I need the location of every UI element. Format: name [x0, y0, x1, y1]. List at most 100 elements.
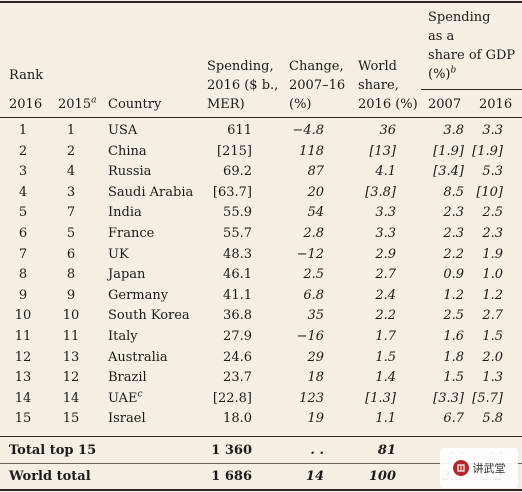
rank-2016-cell: 6 — [18, 226, 28, 241]
share-cell: 2.7 — [375, 267, 396, 283]
share-cell: [1.3] — [365, 390, 396, 406]
country-cell: India — [108, 205, 142, 221]
share-cell: 2.2 — [375, 308, 396, 324]
spending-header-line1: Spending, — [207, 59, 274, 74]
share-cell: 2.9 — [375, 246, 396, 262]
gdp-2007-cell: 2.3 — [443, 226, 464, 241]
table-bottom-rule — [0, 489, 522, 491]
rank-2016-cell: 2 — [18, 143, 28, 159]
change-cell: 29 — [307, 349, 324, 365]
spending-cell: 27.9 — [223, 329, 252, 344]
rank-2016-cell: 1 — [18, 123, 28, 138]
gdp-2016-cell: [1.9] — [472, 143, 503, 159]
spending-cell: [215] — [217, 143, 252, 159]
change-cell: 6.8 — [303, 287, 324, 303]
gdp-2007-cell: 1.2 — [443, 287, 464, 303]
country-cell: China — [108, 143, 147, 159]
rank-2016-cell: 4 — [18, 184, 28, 200]
share-cell: 1.1 — [375, 411, 396, 427]
share-cell: 3.3 — [375, 226, 396, 241]
change-header-line3: (%) — [289, 97, 312, 112]
rank-2015-cell: 6 — [66, 246, 76, 262]
total-change-cell: . . — [310, 443, 324, 458]
spending-cell: 55.7 — [223, 226, 252, 241]
total-label-cell: World total — [9, 469, 91, 484]
gdp-2016-cell: 1.3 — [482, 370, 503, 386]
spending-cell: 611 — [227, 123, 252, 138]
rank-2016-cell: 14 — [14, 390, 32, 406]
gdp-2007-cell: 0.9 — [443, 267, 464, 283]
total-change-cell: 14 — [305, 469, 324, 484]
rank-2016-cell: 13 — [14, 370, 32, 386]
rank-2015-cell: 9 — [66, 287, 76, 303]
gdp-header-underline — [421, 89, 522, 90]
rank-2015-cell: 3 — [66, 184, 76, 200]
rank-2015-cell: 7 — [66, 205, 76, 221]
change-cell: −12 — [296, 246, 324, 262]
rank-2016-cell: 5 — [18, 205, 28, 221]
country-cell: Italy — [108, 329, 138, 344]
rank-2016-cell: 11 — [14, 329, 32, 344]
rank-2015-header: 2015a — [58, 95, 97, 112]
change-header-line1: Change, — [289, 59, 344, 74]
watermark: 讲武堂 — [440, 448, 518, 488]
gdp-2007-cell: 8.5 — [443, 184, 464, 200]
spending-cell: 69.2 — [223, 164, 252, 180]
rank-2015-cell: 2 — [66, 143, 76, 159]
total-share-cell: 100 — [368, 469, 396, 484]
change-cell: 2.5 — [303, 267, 324, 283]
rank-2016-cell: 7 — [18, 246, 28, 262]
gdp-2016-cell: 1.9 — [482, 246, 503, 262]
change-cell: 123 — [299, 390, 324, 406]
country-cell: Russia — [108, 164, 152, 180]
gdp-2007-cell: 1.5 — [443, 370, 464, 386]
gdp-2016-cell: 2.0 — [482, 349, 503, 365]
share-cell: [13] — [369, 143, 396, 159]
country-cell: Israel — [108, 411, 146, 427]
change-cell: 54 — [307, 205, 324, 221]
country-cell: USA — [108, 123, 138, 138]
rank-2016-cell: 15 — [14, 411, 32, 427]
spending-cell: 36.8 — [223, 308, 252, 324]
rank-2015-cell: 8 — [66, 267, 76, 283]
gdp-2007-cell: [3.3] — [433, 390, 464, 406]
gdp-2007-cell: [1.9] — [433, 143, 464, 159]
rank-2015-cell: 10 — [62, 308, 80, 324]
share-cell: 1.5 — [375, 349, 396, 365]
country-footnote-marker: c — [137, 389, 143, 400]
share-cell: 4.1 — [375, 164, 396, 180]
totals-divider — [0, 463, 522, 464]
share-cell: 1.4 — [375, 370, 396, 386]
rank-2016-cell: 9 — [18, 287, 28, 303]
gdp-header-line4: (%)b — [428, 65, 457, 82]
spending-header-line3: MER) — [207, 97, 245, 112]
gdp-2007-cell: [3.4] — [433, 164, 464, 180]
spending-cell: 23.7 — [223, 370, 252, 386]
watermark-text: 讲武堂 — [472, 462, 506, 475]
country-cell: Germany — [108, 287, 169, 303]
rank-2015-cell: 5 — [66, 226, 76, 241]
total-label-cell: Total top 15 — [9, 443, 97, 458]
spending-cell: [22.8] — [212, 390, 252, 406]
rank-2016-header: 2016 — [9, 97, 43, 112]
change-cell: 2.8 — [303, 226, 324, 241]
rank-2015-cell: 4 — [66, 164, 76, 180]
gdp-2016-cell: 2.3 — [482, 226, 503, 241]
gdp-2016-cell: 2.5 — [482, 205, 503, 221]
change-cell: 118 — [299, 143, 324, 159]
gdp-header-line2: as a — [428, 29, 455, 44]
rank-header: Rank — [9, 68, 44, 83]
rank-2015-cell: 11 — [62, 329, 80, 344]
change-cell: 20 — [307, 184, 324, 200]
rank-2015-cell: 14 — [62, 390, 80, 406]
rank-2015-footnote-marker: a — [91, 95, 97, 106]
share-cell: 1.7 — [375, 329, 396, 344]
share-header-line1: World — [358, 59, 397, 74]
change-cell: −4.8 — [292, 123, 324, 138]
gdp-2016-cell: [5.7] — [472, 390, 503, 406]
country-cell: UAEc — [108, 389, 143, 406]
change-header-line2: 2007–16 — [289, 78, 346, 93]
header-bottom-rule — [0, 117, 522, 118]
seal-icon — [452, 460, 469, 476]
gdp-2016-cell: 3.3 — [482, 123, 503, 138]
